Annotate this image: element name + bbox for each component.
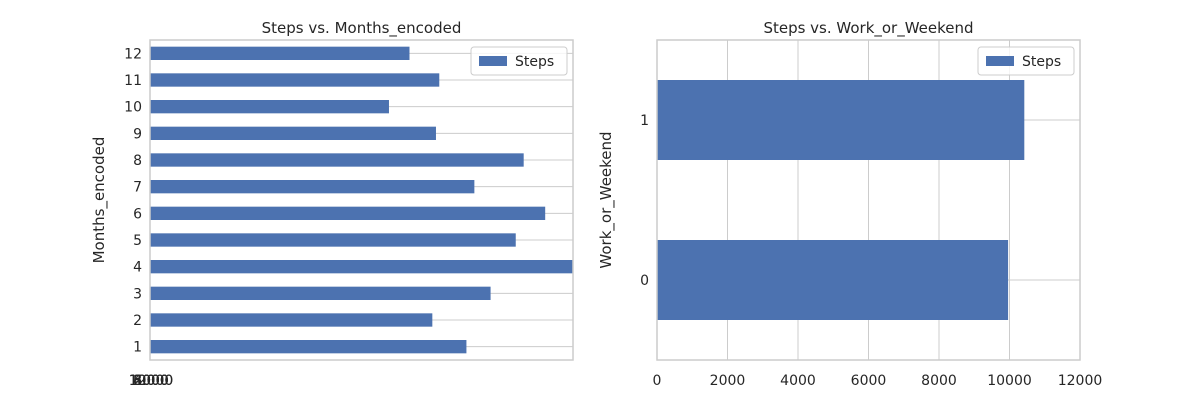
bar-6 [150, 206, 546, 220]
bar-9 [150, 126, 436, 140]
bar-8 [150, 153, 524, 167]
x-tick-label: 12000 [129, 373, 174, 389]
legend-box [470, 46, 568, 76]
bar-1 [150, 340, 467, 354]
y-tick-label: 12 [124, 46, 142, 62]
chart-title: Steps vs. Work_or_Weekend [763, 19, 973, 38]
bar-3 [150, 286, 491, 300]
y-tick-label: 9 [133, 126, 142, 142]
x-tick-label: 6000 [133, 373, 169, 389]
y-tick-label: 1 [640, 113, 649, 129]
bar-7 [150, 180, 475, 194]
x-tick-label: 0 [653, 373, 662, 389]
x-tick-label: 8000 [921, 373, 957, 389]
x-tick-label: 6000 [851, 373, 887, 389]
legend-label: Steps [1022, 54, 1061, 70]
y-tick-label: 8 [133, 153, 142, 169]
y-tick-label: 11 [124, 73, 142, 89]
bar-4 [150, 260, 573, 274]
bar-12 [150, 46, 410, 60]
bar-5 [150, 233, 516, 247]
y-tick-label: 0 [640, 273, 649, 289]
x-tick-label: 10000 [987, 373, 1032, 389]
months-chart: Steps vs. Months_encoded1234567891011120… [90, 19, 574, 389]
bar-1 [657, 80, 1025, 160]
legend-swatch [986, 56, 1014, 66]
legend: Steps [470, 46, 568, 76]
x-tick-label: 0 [147, 373, 156, 389]
x-tick-label: 4000 [133, 373, 169, 389]
y-tick-label: 1 [133, 340, 142, 356]
bar-0 [657, 240, 1009, 320]
y-tick-label: 7 [133, 180, 142, 196]
y-axis-label: Months_encoded [90, 137, 109, 264]
axes-frame [149, 39, 574, 361]
legend-box [977, 46, 1075, 76]
legend: Steps [977, 46, 1075, 76]
axes-frame [656, 39, 1081, 361]
bar-11 [150, 73, 440, 87]
legend-label: Steps [515, 54, 554, 70]
x-tick-label: 2000 [133, 373, 169, 389]
x-tick-label: 4000 [780, 373, 816, 389]
x-tick-label: 12000 [1058, 373, 1103, 389]
y-tick-label: 6 [133, 206, 142, 222]
y-tick-label: 4 [133, 260, 142, 276]
y-axis-label: Work_or_Weekend [597, 131, 616, 268]
x-tick-label: 10000 [129, 373, 174, 389]
chart-title: Steps vs. Months_encoded [262, 19, 462, 38]
x-tick-label: 2000 [710, 373, 746, 389]
bar-10 [150, 100, 389, 114]
bar-2 [150, 313, 433, 327]
legend-swatch [479, 56, 507, 66]
x-tick-label: 8000 [133, 373, 169, 389]
y-tick-label: 2 [133, 313, 142, 329]
y-tick-label: 3 [133, 286, 142, 302]
work-weekend-chart: Steps vs. Work_or_Weekend 0 1 0 2000 4000 6000… [597, 19, 1102, 389]
y-tick-label: 10 [124, 100, 142, 116]
y-tick-label: 5 [133, 233, 142, 249]
